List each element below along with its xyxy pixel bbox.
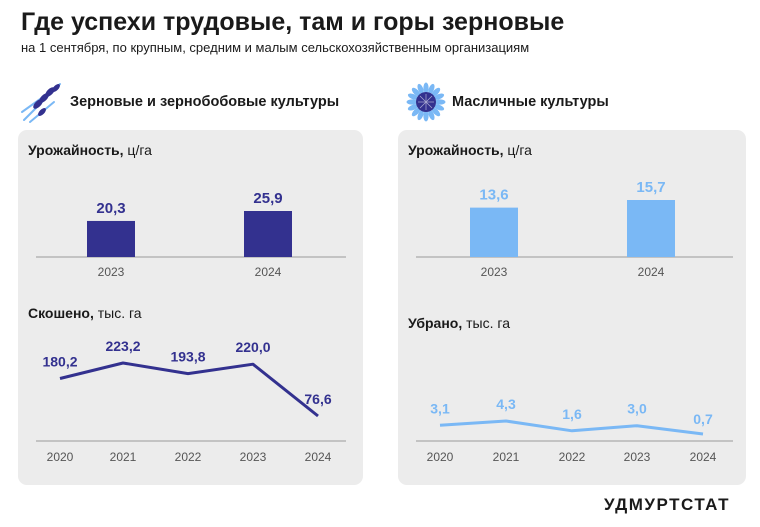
grain-yield-label: Урожайность, ц/га <box>28 142 152 158</box>
data-label: 180,2 <box>42 354 77 370</box>
tick-label: 2022 <box>175 450 202 464</box>
data-label: 220,0 <box>235 339 270 355</box>
data-label: 13,6 <box>479 187 508 204</box>
bar <box>470 207 518 257</box>
section-oil-header: Масличные культуры <box>406 82 609 122</box>
bar <box>244 211 292 257</box>
oil-harvest-chart: 3,1 2020 4,3 2021 1,6 2022 3,0 2023 0,7 2024 <box>416 396 733 464</box>
wheat-icon <box>21 83 61 123</box>
series-line <box>59 361 319 418</box>
tick-label: 2024 <box>255 265 282 279</box>
tick-label: 2021 <box>110 450 137 464</box>
data-label: 20,3 <box>96 200 125 217</box>
grain-harvest-label: Скошено, тыс. га <box>28 305 142 321</box>
data-label: 1,6 <box>562 406 582 422</box>
tick-label: 2021 <box>493 450 520 464</box>
oil-yield-chart: 13,6 2023 15,7 2024 <box>416 179 733 279</box>
data-label: 4,3 <box>496 396 516 412</box>
tick-label: 2023 <box>481 265 508 279</box>
brand-logo: УДМУРТСТАТ <box>603 495 730 514</box>
tick-label: 2024 <box>305 450 332 464</box>
oil-harvest-label: Убрано, тыс. га <box>408 315 510 331</box>
tick-label: 2024 <box>690 450 717 464</box>
data-label: 15,7 <box>636 179 665 196</box>
section-grain-header: Зерновые и зернобобовые культуры <box>20 80 339 124</box>
data-label: 193,8 <box>170 349 205 365</box>
section-oil-label: Масличные культуры <box>452 94 609 110</box>
page-subtitle: на 1 сентября, по крупным, средним и мал… <box>21 40 530 55</box>
grain-harvest-chart: 180,2 2020 223,2 2021 193,8 2022 220,0 2023 76,6… <box>36 338 346 464</box>
bar <box>627 200 675 257</box>
bar <box>87 220 135 257</box>
tick-label: 2024 <box>638 265 665 279</box>
data-label: 76,6 <box>304 391 331 407</box>
data-label: 0,7 <box>693 411 713 427</box>
grain-panel: Урожайность, ц/га 20,3 2023 25,9 2024 Скоше… <box>18 130 363 485</box>
series-line <box>439 419 704 436</box>
data-label: 223,2 <box>105 338 140 354</box>
data-label: 25,9 <box>253 190 282 207</box>
oil-yield-label: Урожайность, ц/га <box>408 142 532 158</box>
grain-yield-chart: 20,3 2023 25,9 2024 <box>36 190 346 279</box>
section-grain-label: Зерновые и зернобобовые культуры <box>70 94 340 110</box>
page-title: Где успехи трудовые, там и горы зерновые <box>21 8 565 36</box>
tick-label: 2020 <box>427 450 454 464</box>
tick-label: 2023 <box>624 450 651 464</box>
oil-panel: Урожайность, ц/га 13,6 2023 15,7 2024 Убран… <box>398 130 746 485</box>
tick-label: 2023 <box>98 265 125 279</box>
data-label: 3,1 <box>430 400 450 416</box>
tick-label: 2020 <box>47 450 74 464</box>
data-label: 3,0 <box>627 401 647 417</box>
tick-label: 2022 <box>559 450 586 464</box>
tick-label: 2023 <box>240 450 267 464</box>
sunflower-icon <box>406 82 446 122</box>
